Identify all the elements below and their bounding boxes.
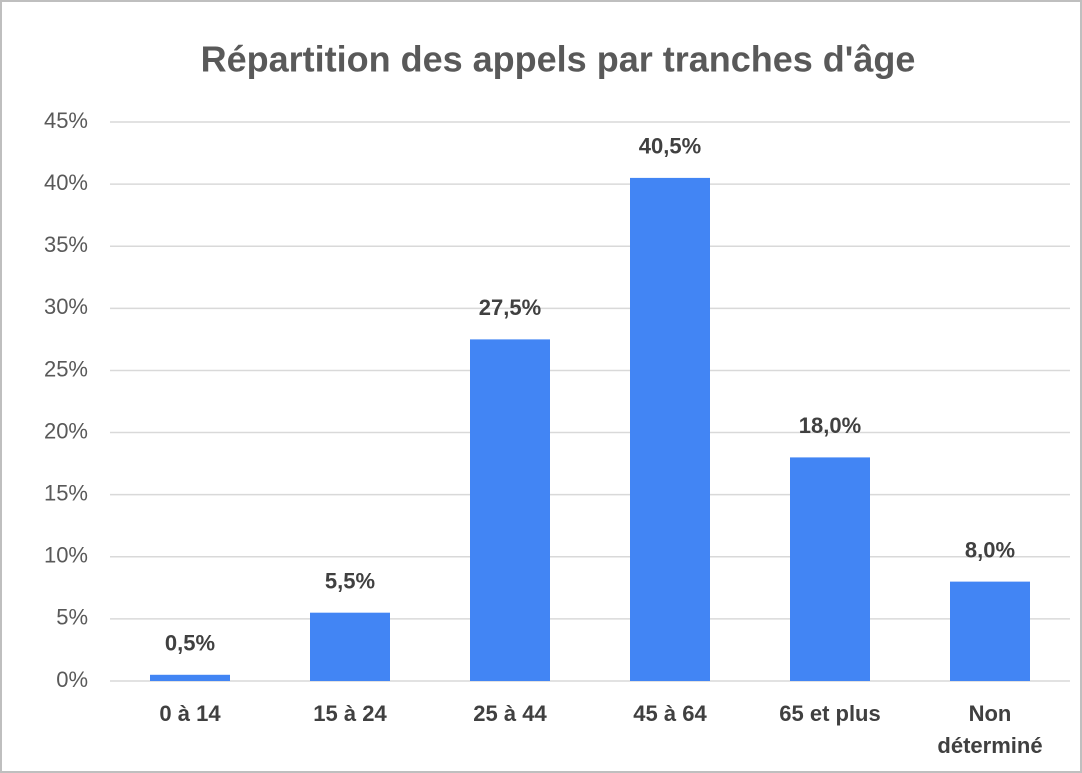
data-label: 27,5% (479, 295, 541, 320)
y-tick-label: 30% (44, 294, 88, 319)
y-tick-label: 0% (56, 667, 88, 692)
data-label: 5,5% (325, 568, 375, 593)
y-tick-label: 5% (56, 605, 88, 630)
bar (790, 457, 870, 681)
bar (630, 177, 710, 681)
data-label: 0,5% (165, 631, 215, 656)
x-tick-label: 25 à 44 (473, 701, 547, 726)
chart-title: Répartition des appels par tranches d'âg… (201, 39, 916, 80)
bar (470, 339, 550, 681)
bar (310, 612, 390, 681)
x-tick-label: Non déterminé (937, 701, 1042, 758)
data-label: 40,5% (639, 134, 701, 159)
y-tick-label: 15% (44, 480, 88, 505)
y-tick-label: 20% (44, 418, 88, 443)
data-label: 8,0% (965, 537, 1015, 562)
y-tick-label: 10% (44, 543, 88, 568)
bar (950, 581, 1030, 681)
x-tick-label: 0 à 14 (159, 701, 221, 726)
data-label: 18,0% (799, 413, 861, 438)
y-tick-label: 40% (44, 170, 88, 195)
x-tick-label: 45 à 64 (633, 701, 707, 726)
y-tick-label: 45% (44, 108, 88, 133)
y-tick-label: 35% (44, 232, 88, 257)
x-tick-label: 65 et plus (779, 701, 880, 726)
bar (150, 674, 230, 681)
y-tick-label: 25% (44, 356, 88, 381)
x-tick-label: 15 à 24 (313, 701, 387, 726)
